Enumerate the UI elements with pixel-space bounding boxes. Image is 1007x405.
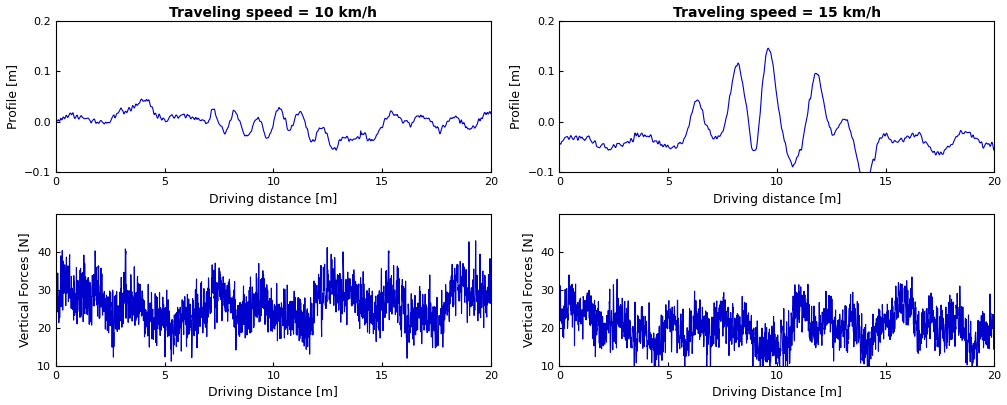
Y-axis label: Vertical Forces [N]: Vertical Forces [N] (522, 233, 535, 347)
X-axis label: Driving distance [m]: Driving distance [m] (209, 193, 337, 206)
Y-axis label: Vertical Forces [N]: Vertical Forces [N] (18, 233, 31, 347)
Title: Traveling speed = 15 km/h: Traveling speed = 15 km/h (673, 6, 881, 19)
X-axis label: Driving distance [m]: Driving distance [m] (713, 193, 841, 206)
Y-axis label: Profile [m]: Profile [m] (6, 64, 18, 129)
X-axis label: Driving Distance [m]: Driving Distance [m] (208, 386, 338, 399)
X-axis label: Driving Distance [m]: Driving Distance [m] (712, 386, 842, 399)
Title: Traveling speed = 10 km/h: Traveling speed = 10 km/h (169, 6, 378, 19)
Y-axis label: Profile [m]: Profile [m] (510, 64, 522, 129)
